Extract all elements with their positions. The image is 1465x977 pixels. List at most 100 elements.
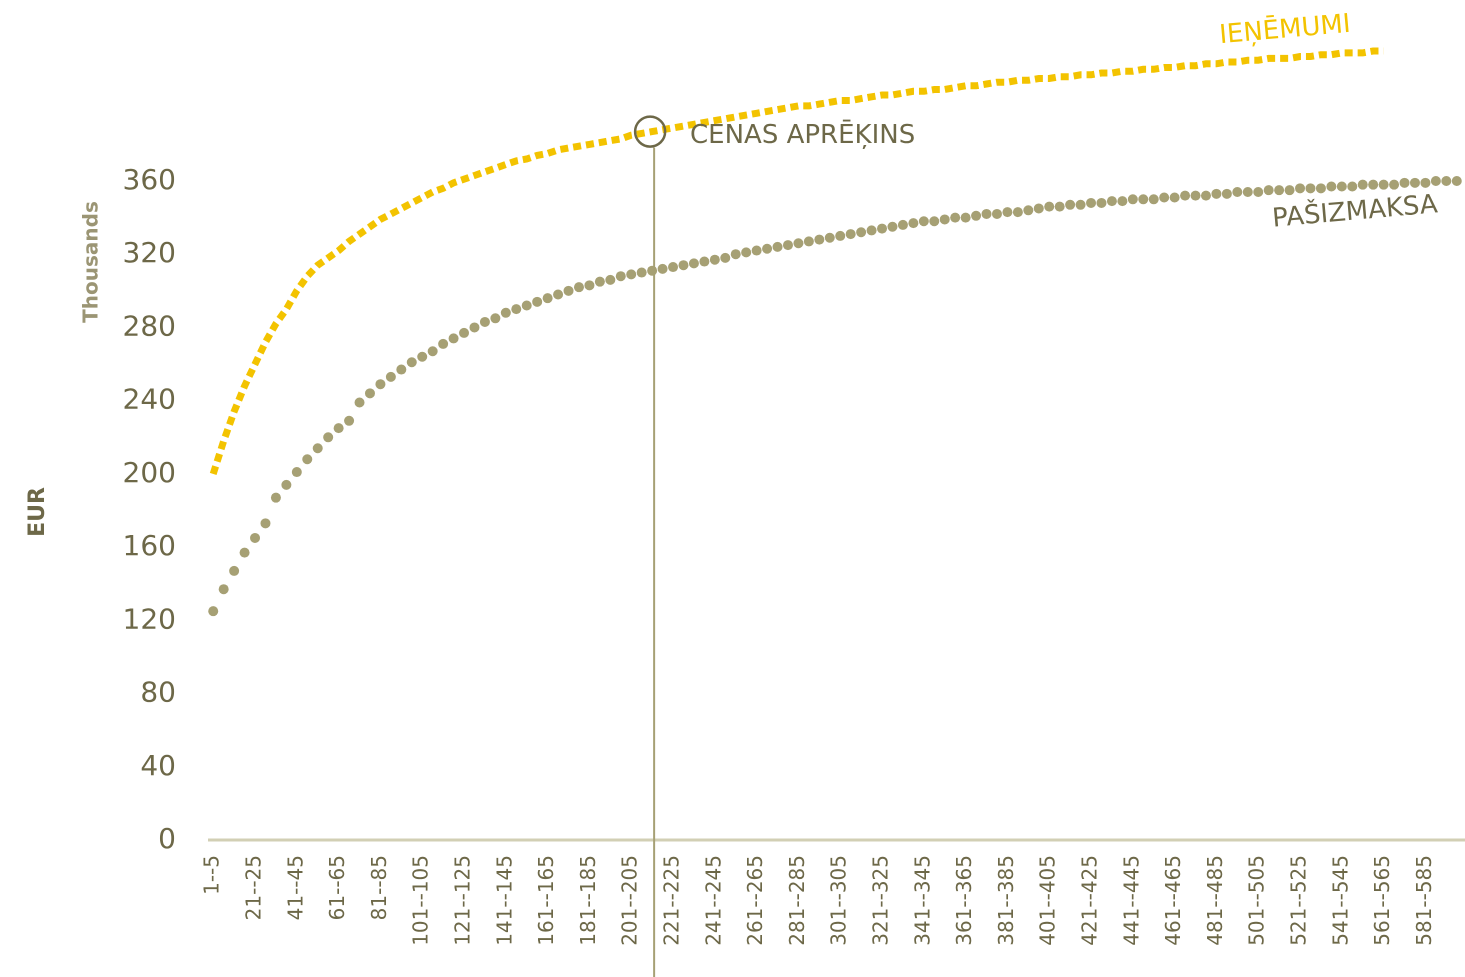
x-tick-label: 201--205: [618, 855, 642, 946]
cost-point: [960, 212, 971, 223]
cost-point: [772, 241, 783, 252]
y-tick-label: 40: [140, 749, 176, 782]
cost-point: [553, 289, 564, 300]
y-tick-label: 240: [123, 383, 176, 416]
x-tick-label: 401--405: [1036, 855, 1060, 946]
x-tick-label: 221--225: [660, 855, 684, 946]
cost-point: [354, 397, 365, 408]
y-tick-label: 280: [123, 309, 176, 342]
cost-point: [1430, 176, 1441, 186]
cost-point: [814, 234, 825, 245]
cost-point: [971, 210, 982, 221]
cost-point: [908, 218, 919, 229]
cost-point: [250, 532, 261, 543]
cost-point: [720, 252, 731, 263]
cost-point: [1138, 194, 1149, 205]
y-tick-label: 200: [123, 456, 176, 489]
cost-point: [573, 282, 584, 293]
cost-point: [385, 371, 396, 382]
cost-point: [417, 351, 428, 362]
cost-point: [1106, 196, 1117, 207]
cost-point: [824, 232, 835, 243]
cost-point: [260, 518, 271, 529]
cost-point: [751, 245, 762, 256]
cost-point: [657, 263, 668, 274]
cost-point: [1159, 192, 1170, 203]
cost-point: [459, 327, 470, 338]
cost-point: [229, 565, 240, 576]
cost-point: [793, 238, 804, 249]
cost-point: [469, 322, 480, 333]
cost-point: [897, 219, 908, 230]
cost-point: [1368, 179, 1379, 190]
cost-point: [688, 258, 699, 269]
cost-point: [1357, 179, 1368, 190]
cost-point: [239, 547, 250, 558]
cost-point: [218, 584, 229, 595]
x-tick-label: 1--5: [200, 855, 224, 895]
cost-point: [678, 260, 689, 271]
cost-point: [626, 269, 637, 280]
x-tick-label: 501--505: [1245, 855, 1269, 946]
cost-point: [521, 300, 532, 311]
cost-point: [542, 293, 553, 304]
cost-point: [845, 229, 856, 240]
x-tick-label: 521--525: [1287, 855, 1311, 946]
cost-point: [1451, 176, 1462, 186]
cost-point: [333, 423, 344, 434]
cost-point: [1347, 181, 1358, 192]
x-tick-label: 561--565: [1370, 855, 1394, 946]
cost-point: [668, 262, 679, 273]
cost-point: [856, 227, 867, 238]
cost-point: [438, 338, 449, 349]
x-tick-label: 341--345: [910, 855, 934, 946]
cost-point: [1253, 186, 1264, 197]
cost-point: [939, 214, 950, 225]
y-tick-label: 80: [140, 676, 176, 709]
cost-point: [323, 432, 334, 443]
x-tick-label: 21--25: [242, 855, 266, 920]
cost-point: [1044, 201, 1055, 212]
cost-point: [1211, 188, 1222, 199]
y-tick-label: 120: [123, 602, 176, 635]
cost-point: [1180, 190, 1191, 201]
cost-point: [950, 212, 961, 223]
cost-point: [511, 304, 522, 315]
cost-point: [1326, 181, 1337, 192]
cost-point: [1221, 188, 1232, 199]
annotation-label: CENAS APRĒĶINS: [690, 119, 915, 150]
cost-point: [312, 443, 323, 454]
cost-point: [427, 346, 438, 357]
cost-point: [1086, 197, 1097, 208]
cost-point: [1315, 183, 1326, 194]
cost-point: [1200, 190, 1211, 201]
cost-point: [1242, 186, 1253, 197]
cost-point: [929, 216, 940, 227]
series-label: IEŅĒMUMI: [1218, 8, 1352, 50]
x-tick-label: 581--585: [1412, 855, 1436, 946]
x-tick-label: 541--545: [1328, 855, 1352, 946]
x-tick-label: 361--365: [952, 855, 976, 946]
cost-point: [281, 479, 292, 490]
y-tick-label: 360: [123, 163, 176, 196]
cost-point: [1274, 185, 1285, 196]
x-tick-label: 261--265: [743, 855, 767, 946]
cost-point: [803, 236, 814, 247]
cost-point: [302, 454, 313, 465]
x-tick-label: 141--145: [492, 855, 516, 946]
cost-point: [1336, 181, 1347, 192]
cost-point: [375, 379, 386, 390]
cost-point: [1263, 185, 1274, 196]
cost-point: [981, 208, 992, 219]
revenue-line: [209, 47, 1384, 475]
cost-point: [699, 256, 710, 267]
x-tick-label: 61--65: [325, 855, 349, 920]
cost-point: [1054, 201, 1065, 212]
cost-point: [866, 225, 877, 236]
cost-point: [730, 249, 741, 260]
cost-point: [344, 415, 355, 426]
cost-point: [647, 265, 658, 276]
cost-point: [479, 316, 490, 327]
x-tick-label: 461--465: [1161, 855, 1185, 946]
